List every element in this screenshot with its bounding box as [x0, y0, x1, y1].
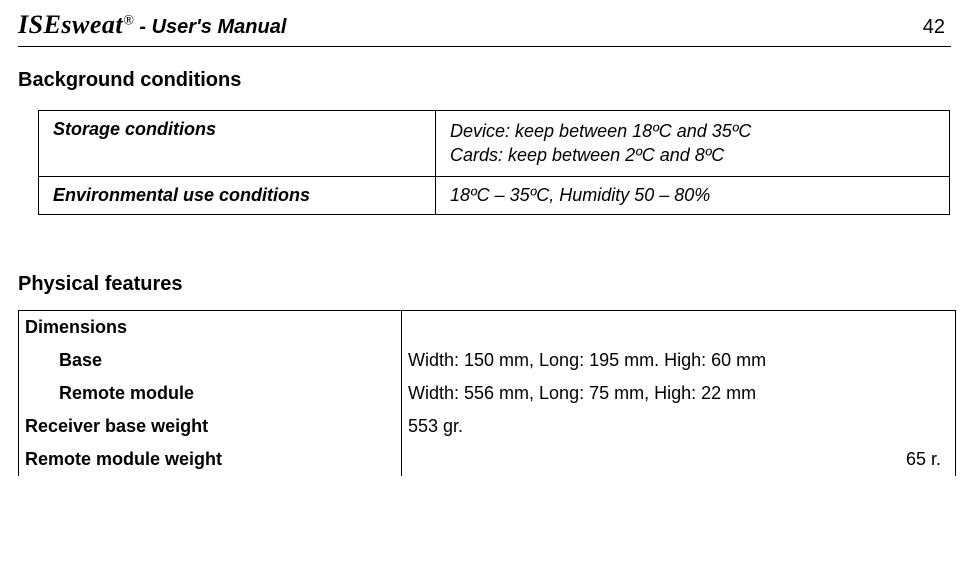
receiver-weight-label: Receiver base weight: [19, 410, 402, 443]
table-row: Receiver base weight 553 gr.: [19, 410, 956, 443]
table-row: Storage conditions Device: keep between …: [39, 111, 950, 177]
remote-module-label: Remote module: [19, 377, 402, 410]
section-heading-physical: Physical features: [18, 273, 951, 296]
storage-cards-line: Cards: keep between 2ºC and 8ºC: [450, 145, 724, 165]
remote-module-value: Width: 556 mm, Long: 75 mm, High: 22 mm: [402, 377, 956, 410]
env-use-label: Environmental use conditions: [39, 176, 436, 214]
storage-conditions-label: Storage conditions: [39, 111, 436, 177]
conditions-table: Storage conditions Device: keep between …: [38, 110, 950, 215]
base-value: Width: 150 mm, Long: 195 mm. High: 60 mm: [402, 344, 956, 377]
base-label: Base: [19, 344, 402, 377]
table-row: Environmental use conditions 18ºC – 35ºC…: [39, 176, 950, 214]
brand-name: ISEsweat: [18, 10, 123, 39]
env-use-value: 18ºC – 35ºC, Humidity 50 – 80%: [436, 176, 950, 214]
page-header: ISEsweat® - User's Manual 42: [18, 10, 951, 44]
dimensions-value: [402, 310, 956, 344]
manual-page: ISEsweat® - User's Manual 42 Background …: [0, 0, 969, 581]
storage-device-line: Device: keep between 18ºC and 35ºC: [450, 121, 751, 141]
physical-features-table: Dimensions Base Width: 150 mm, Long: 195…: [18, 310, 956, 476]
registered-mark: ®: [123, 14, 134, 29]
table-row: Base Width: 150 mm, Long: 195 mm. High: …: [19, 344, 956, 377]
table-row: Remote module weight 65 r.: [19, 443, 956, 476]
remote-weight-label: Remote module weight: [19, 443, 402, 476]
header-separator: -: [134, 16, 152, 38]
table-row: Dimensions: [19, 310, 956, 344]
remote-weight-value: 65 r.: [402, 443, 956, 476]
product-title: ISEsweat® - User's Manual: [18, 10, 286, 40]
storage-conditions-value: Device: keep between 18ºC and 35ºC Cards…: [436, 111, 950, 177]
dimensions-label: Dimensions: [19, 310, 402, 344]
page-number: 42: [923, 16, 945, 39]
receiver-weight-value: 553 gr.: [402, 410, 956, 443]
header-rule: [18, 46, 951, 47]
section-heading-background: Background conditions: [18, 69, 951, 92]
table-row: Remote module Width: 556 mm, Long: 75 mm…: [19, 377, 956, 410]
manual-subtitle: User's Manual: [152, 16, 287, 38]
